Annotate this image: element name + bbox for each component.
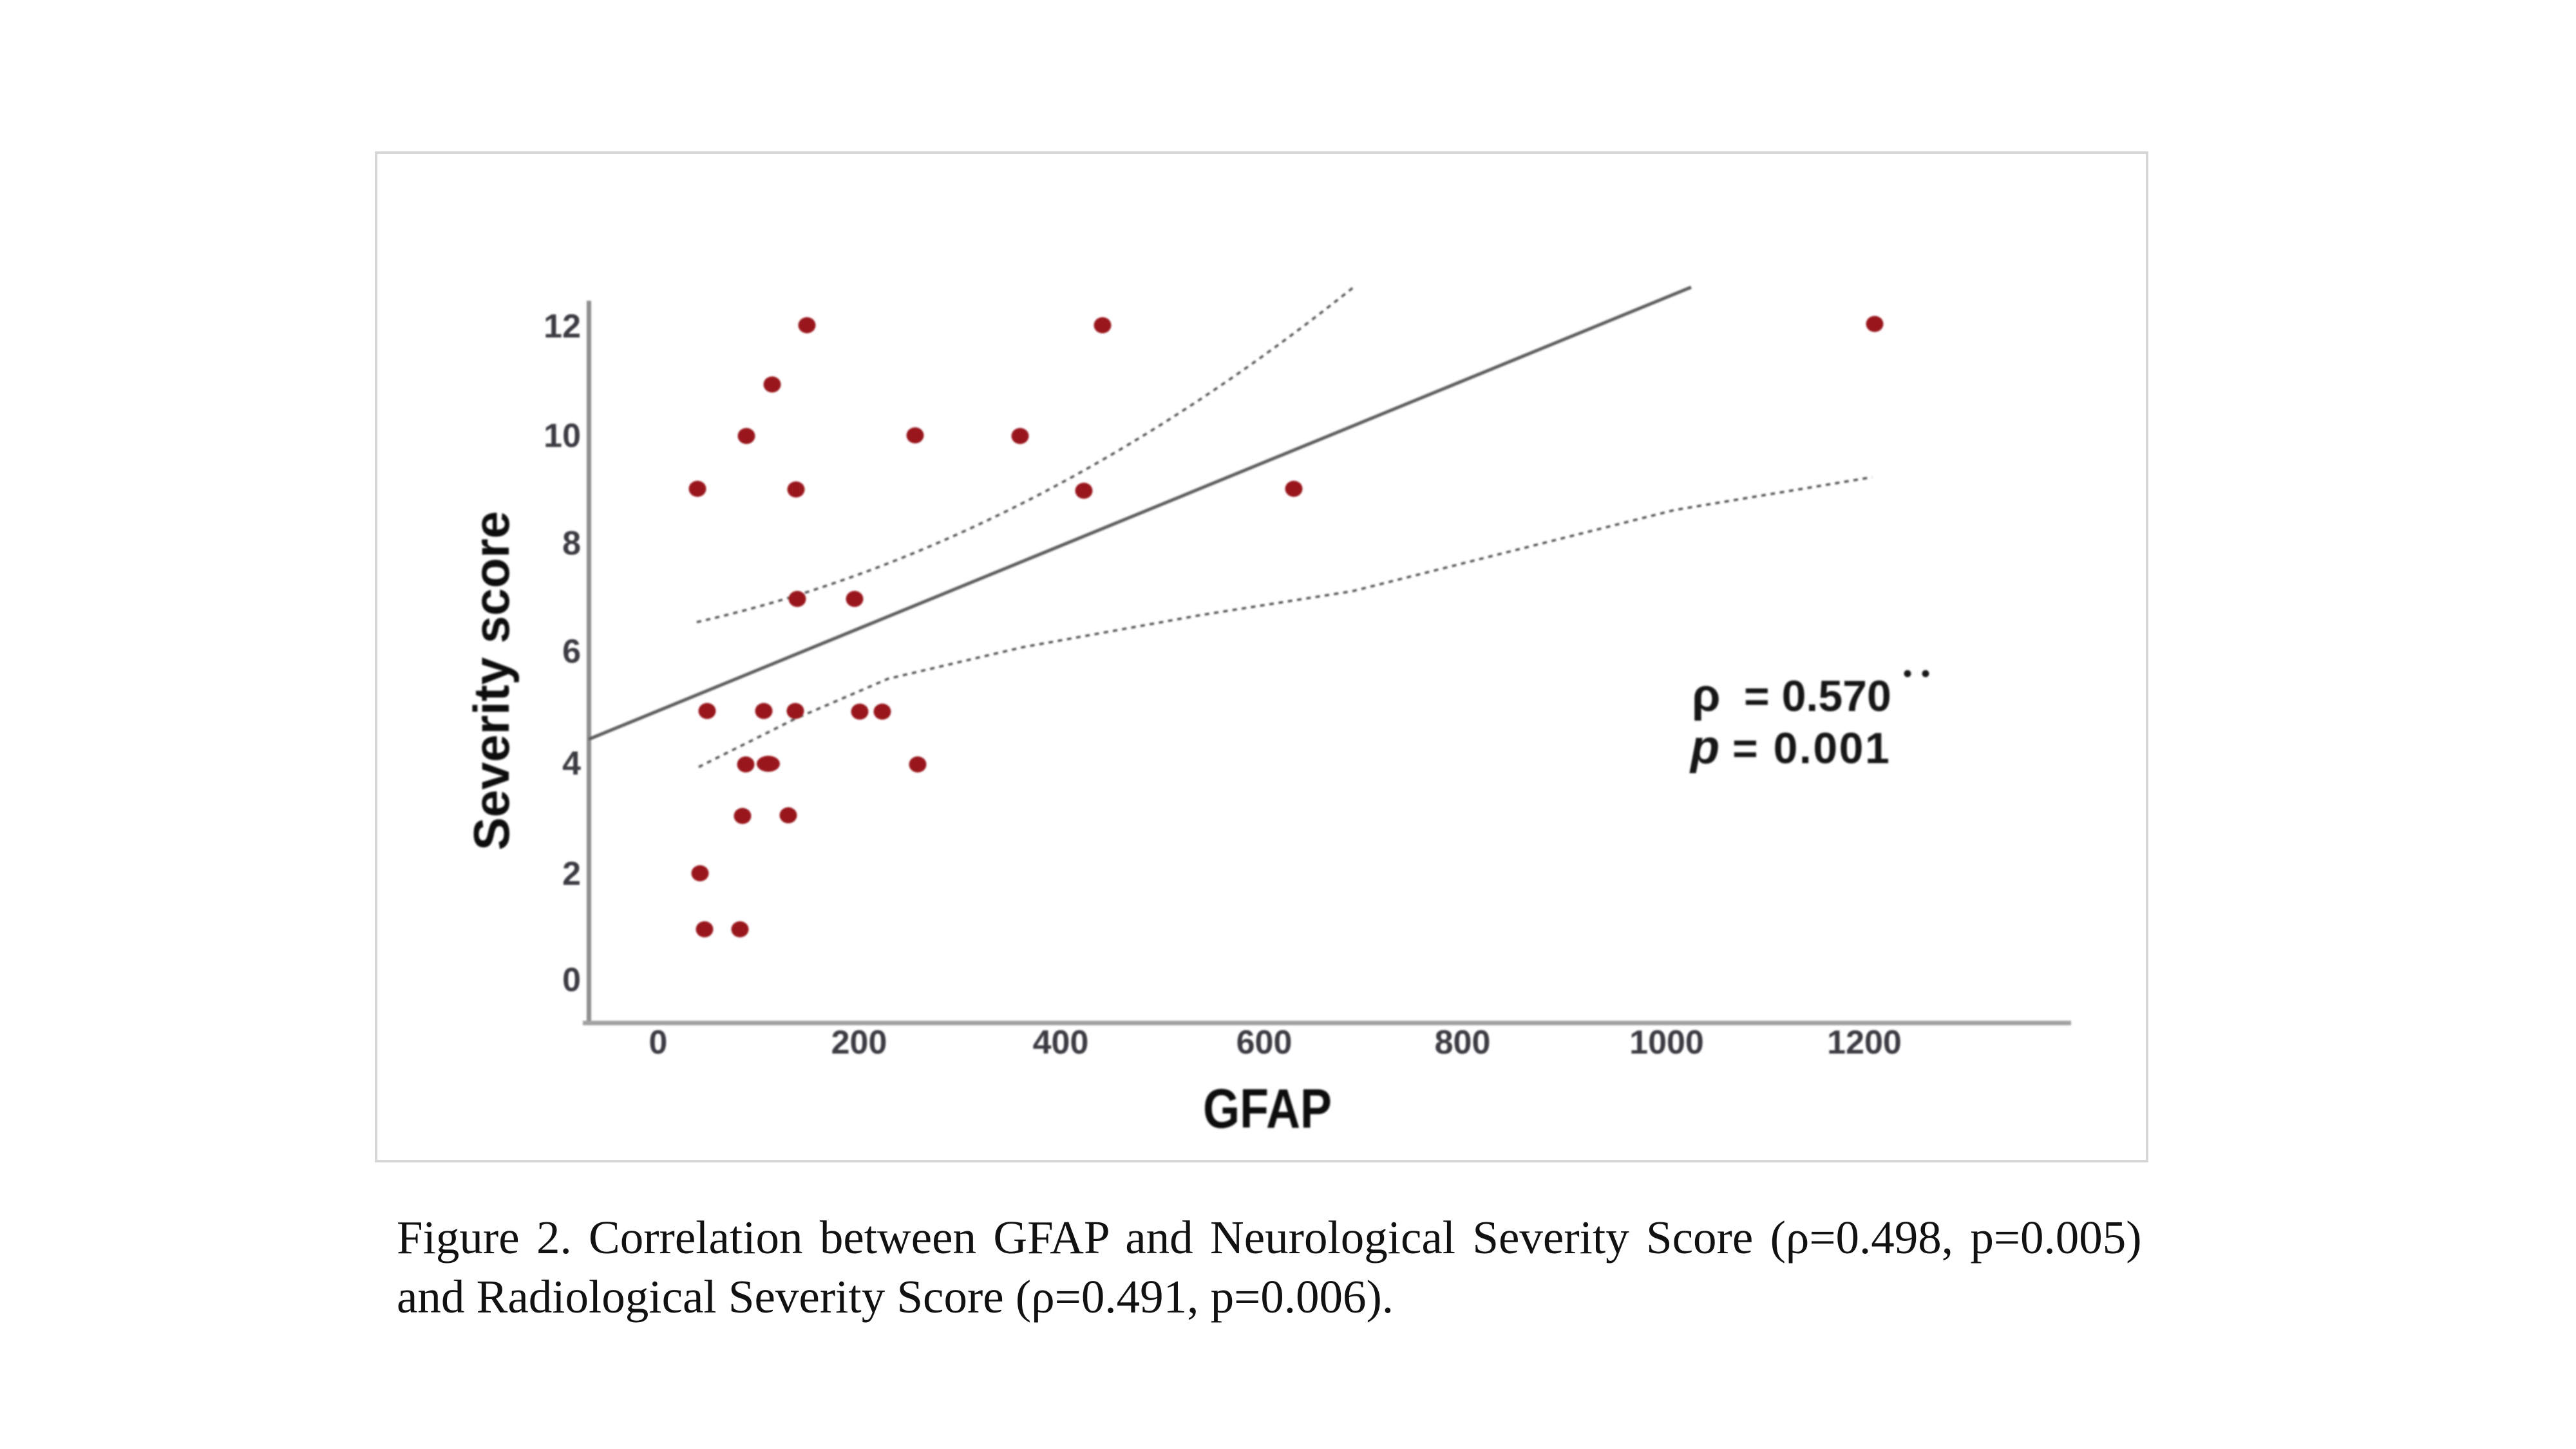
svg-text:Severity score: Severity score xyxy=(463,511,520,851)
svg-text:400: 400 xyxy=(1033,1024,1089,1061)
svg-text:4: 4 xyxy=(562,745,581,782)
svg-text:p: p xyxy=(1689,720,1719,773)
svg-text:800: 800 xyxy=(1435,1024,1491,1061)
svg-text:10: 10 xyxy=(544,417,581,455)
svg-text:2: 2 xyxy=(562,855,581,893)
svg-text:0: 0 xyxy=(562,961,581,999)
svg-text:6: 6 xyxy=(562,633,581,670)
svg-text:ρ: ρ xyxy=(1692,670,1721,721)
svg-text:GFAP: GFAP xyxy=(1203,1078,1332,1140)
svg-text:1000: 1000 xyxy=(1629,1024,1704,1061)
svg-text:1200: 1200 xyxy=(1827,1024,1902,1061)
svg-text:= 0.570: = 0.570 xyxy=(1744,672,1891,721)
svg-text:12: 12 xyxy=(544,308,581,345)
svg-text:200: 200 xyxy=(831,1024,887,1061)
svg-text:= 0.001: = 0.001 xyxy=(1732,724,1891,773)
svg-text:0: 0 xyxy=(649,1024,668,1061)
svg-text:8: 8 xyxy=(562,525,581,562)
svg-text:600: 600 xyxy=(1236,1024,1293,1061)
